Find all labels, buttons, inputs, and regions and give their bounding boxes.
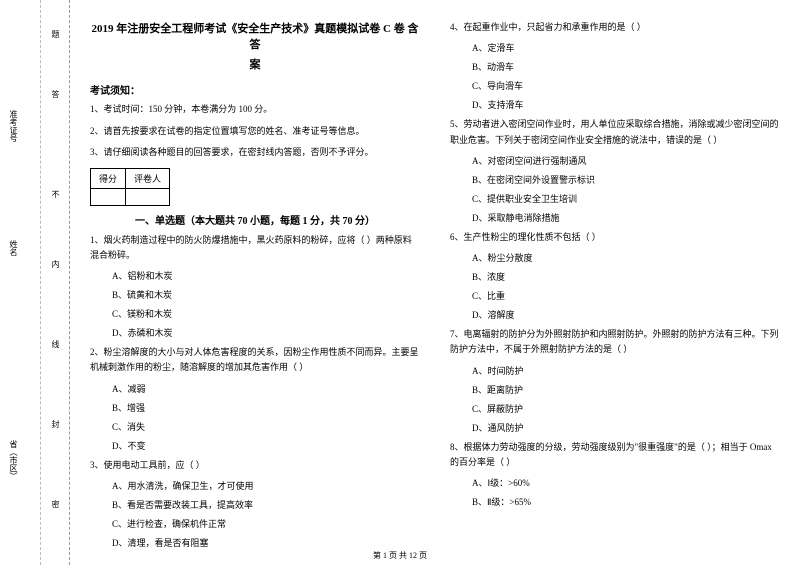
option: B、增强 (90, 401, 420, 414)
score-table: 得分 评卷人 (90, 168, 170, 206)
score-blank (91, 188, 126, 205)
binding-char: 封 (50, 420, 61, 428)
option: B、看是否需要改装工具，提高效率 (90, 498, 420, 511)
option: C、提供职业安全卫生培训 (450, 192, 780, 205)
question: 5、劳动者进入密闭空间作业时，用人单位应采取综合措施，消除或减少密闭空间的职业危… (450, 117, 780, 148)
page-footer: 第 1 页 共 12 页 (0, 550, 800, 561)
option: D、赤磷和木炭 (90, 326, 420, 339)
option: D、支持滑车 (450, 98, 780, 111)
binding-char: 答 (50, 90, 61, 98)
content-area: 2019 年注册安全工程师考试《安全生产技术》真题模拟试卷 C 卷 含答 案 考… (70, 0, 800, 565)
question: 1、烟火药制造过程中的防火防爆措施中，黑火药原料的粉碎，应将（ ）两种原料混合粉… (90, 233, 420, 264)
option: B、距离防护 (450, 383, 780, 396)
option: A、铝粉和木炭 (90, 269, 420, 282)
notice-heading: 考试须知： (90, 82, 420, 97)
notice-item: 2、请首先按要求在试卷的指定位置填写您的姓名、准考证号等信息。 (90, 125, 420, 139)
option: A、Ⅰ级：>60% (450, 476, 780, 489)
score-blank (126, 188, 170, 205)
question: 3、使用电动工具前，应（ ） (90, 458, 420, 473)
option: C、屏蔽防护 (450, 402, 780, 415)
binding-char: 线 (50, 340, 61, 348)
question: 7、电离辐射的防护分为外照射防护和内照射防护。外照射的防护方法有三种。下列防护方… (450, 327, 780, 358)
exam-subtitle: 案 (90, 56, 420, 72)
option: B、在密闭空间外设置警示标识 (450, 173, 780, 186)
right-column: 4、在起重作业中，只起省力和承重作用的是（ ） A、定滑车 B、动滑车 C、导向… (450, 20, 780, 555)
option: A、用水清洗，确保卫生，才可使用 (90, 479, 420, 492)
option: B、Ⅱ级：>65% (450, 495, 780, 508)
binding-char: 密 (50, 500, 61, 508)
binding-char: 内 (50, 260, 61, 268)
option: D、采取静电消除措施 (450, 211, 780, 224)
binding-char: 题 (50, 30, 61, 38)
option: B、浓度 (450, 270, 780, 283)
option: A、时间防护 (450, 364, 780, 377)
option: A、粉尘分散度 (450, 251, 780, 264)
name-label: 姓名 (8, 240, 19, 256)
question: 8、根据体力劳动强度的分级，劳动强度级别为"很重强度"的是（ ）；相当于 Oma… (450, 440, 780, 471)
notice-item: 3、请仔细阅读各种题目的回答要求，在密封线内答题，否则不予评分。 (90, 146, 420, 160)
binding-dash (40, 0, 41, 565)
option: C、镁粉和木炭 (90, 307, 420, 320)
section-heading: 一、单选题（本大题共 70 小题，每题 1 分，共 70 分） (90, 212, 420, 227)
score-cell: 评卷人 (126, 168, 170, 188)
binding-char: 不 (50, 190, 61, 198)
option: C、比重 (450, 289, 780, 302)
score-cell: 得分 (91, 168, 126, 188)
option: A、减弱 (90, 382, 420, 395)
option: C、消失 (90, 420, 420, 433)
notice-item: 1、考试时间：150 分钟，本卷满分为 100 分。 (90, 103, 420, 117)
option: B、硫黄和木炭 (90, 288, 420, 301)
option: D、溶解度 (450, 308, 780, 321)
option: D、清理，看是否有阻塞 (90, 536, 420, 549)
binding-margin: 题 答 准考证号 不 姓名 内 线 封 省（市区） 密 (0, 0, 70, 565)
region-label: 省（市区） (8, 440, 19, 480)
question: 4、在起重作业中，只起省力和承重作用的是（ ） (450, 20, 780, 35)
question: 6、生产性粉尘的理化性质不包括（ ） (450, 230, 780, 245)
option: D、不变 (90, 439, 420, 452)
option: B、动滑车 (450, 60, 780, 73)
left-column: 2019 年注册安全工程师考试《安全生产技术》真题模拟试卷 C 卷 含答 案 考… (90, 20, 420, 555)
option: A、对密闭空间进行强制通风 (450, 154, 780, 167)
option: A、定滑车 (450, 41, 780, 54)
exam-no-label: 准考证号 (8, 110, 19, 142)
exam-title: 2019 年注册安全工程师考试《安全生产技术》真题模拟试卷 C 卷 含答 (90, 20, 420, 52)
option: C、进行检查，确保机件正常 (90, 517, 420, 530)
option: C、导向滑车 (450, 79, 780, 92)
option: D、通风防护 (450, 421, 780, 434)
question: 2、粉尘溶解度的大小与对人体危害程度的关系，因粉尘作用性质不同而异。主要呈机械刺… (90, 345, 420, 376)
